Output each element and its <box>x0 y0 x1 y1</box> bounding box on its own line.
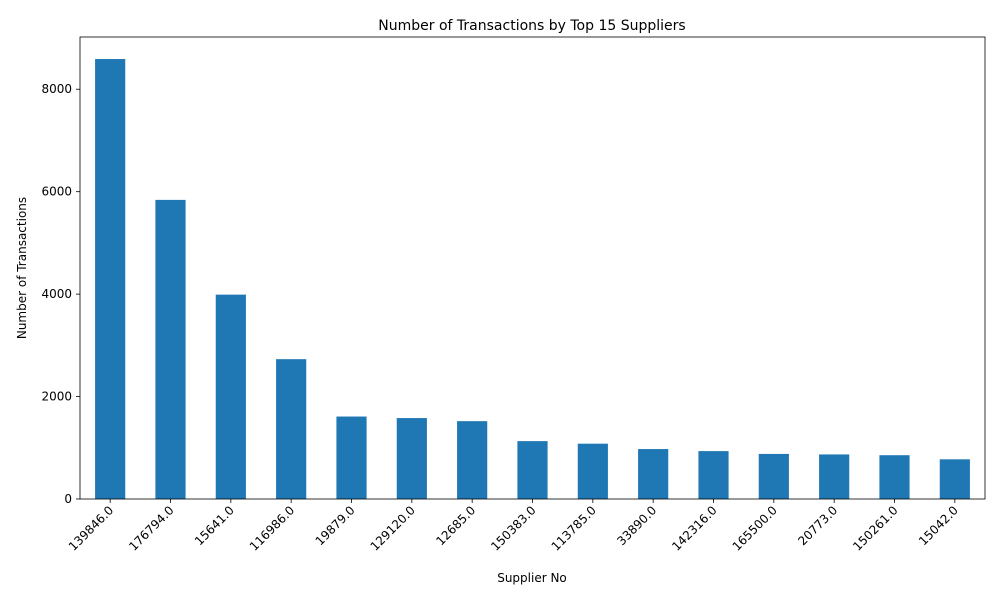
bar-19879.0 <box>336 416 367 499</box>
x-tick-label: 15641.0 <box>192 503 237 548</box>
bar-20773.0 <box>819 454 850 499</box>
y-tick-label: 8000 <box>41 82 72 96</box>
x-ticks: 139846.0 176794.0 15641.0 116986.0 19879.0 12… <box>66 499 961 554</box>
x-tick-label: 12685.0 <box>433 503 478 548</box>
bar-33890.0 <box>638 449 669 499</box>
x-axis-label: Supplier No <box>497 571 567 585</box>
x-tick-label: 150383.0 <box>488 503 538 553</box>
bar-142316.0 <box>698 451 729 499</box>
y-tick-label: 6000 <box>41 185 72 199</box>
x-tick-label: 20773.0 <box>795 503 840 548</box>
chart-title: Number of Transactions by Top 15 Supplie… <box>378 18 685 34</box>
bar-116986.0 <box>276 359 307 499</box>
bar-15641.0 <box>215 294 246 499</box>
bar-15042.0 <box>939 459 970 499</box>
y-tick-label: 2000 <box>41 390 72 404</box>
y-tick-label: 0 <box>64 492 72 506</box>
bars-layer <box>95 59 970 500</box>
x-tick-label: 150261.0 <box>850 503 900 553</box>
bar-176794.0 <box>155 199 186 499</box>
x-tick-label: 15042.0 <box>916 503 961 548</box>
bar-165500.0 <box>758 453 789 499</box>
bar-129120.0 <box>396 418 427 499</box>
bar-113785.0 <box>577 443 608 499</box>
x-tick-label: 19879.0 <box>313 503 358 548</box>
x-tick-label: 129120.0 <box>368 503 418 553</box>
bar-12685.0 <box>457 421 488 499</box>
x-tick-label: 165500.0 <box>730 503 780 553</box>
x-tick-label: 176794.0 <box>126 503 176 553</box>
x-tick-label: 139846.0 <box>66 503 116 553</box>
x-tick-label: 33890.0 <box>614 503 659 548</box>
y-axis-label: Number of Transactions <box>15 197 29 339</box>
bar-139846.0 <box>95 59 126 500</box>
x-tick-label: 116986.0 <box>247 503 297 553</box>
bar-150383.0 <box>517 441 548 499</box>
y-tick-label: 4000 <box>41 287 72 301</box>
x-tick-label: 113785.0 <box>549 503 599 553</box>
y-ticks: 0 2000 4000 6000 8000 <box>41 82 80 506</box>
bar-150261.0 <box>879 455 910 499</box>
x-tick-label: 142316.0 <box>669 503 719 553</box>
